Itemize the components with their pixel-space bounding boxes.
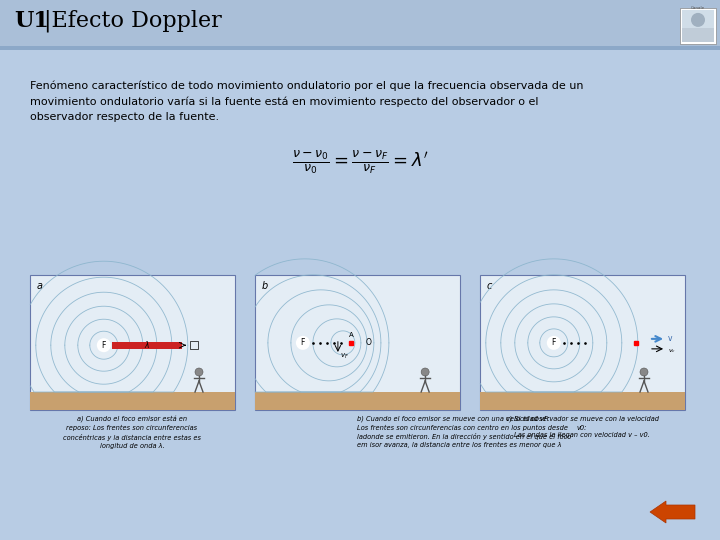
Text: |Efecto Doppler: |Efecto Doppler xyxy=(44,9,222,32)
Circle shape xyxy=(296,336,310,350)
Text: O: O xyxy=(366,339,372,347)
Bar xyxy=(480,392,685,410)
Bar xyxy=(0,46,720,50)
Text: F: F xyxy=(301,339,305,347)
Circle shape xyxy=(96,338,111,352)
Bar xyxy=(682,28,714,42)
Circle shape xyxy=(195,368,203,376)
Bar xyxy=(30,392,235,410)
Text: c: c xyxy=(487,281,492,291)
FancyArrow shape xyxy=(650,501,695,523)
Bar xyxy=(680,8,716,44)
Bar xyxy=(190,341,198,349)
Text: $\frac{\nu - \nu_0}{\nu_0} = \frac{\nu - \nu_F}{\nu_F} = \lambda'$: $\frac{\nu - \nu_0}{\nu_0} = \frac{\nu -… xyxy=(292,148,428,176)
Bar xyxy=(480,275,685,410)
Bar xyxy=(112,342,182,349)
Bar xyxy=(0,0,720,46)
Text: $v_c$: $v_c$ xyxy=(668,347,676,355)
Text: Canale: Canale xyxy=(691,6,705,10)
Text: Fenómeno característico de todo movimiento ondulatorio por el que la frecuencia : Fenómeno característico de todo movimien… xyxy=(30,80,583,122)
Text: U1: U1 xyxy=(14,10,49,32)
Text: $\lambda$: $\lambda$ xyxy=(144,339,150,350)
Text: A: A xyxy=(348,332,354,338)
Circle shape xyxy=(691,13,705,27)
Text: b: b xyxy=(262,281,269,291)
Text: c) Si el observador se mueve con la velocidad
v0:
Las ondas le llegan con veloci: c) Si el observador se mueve con la velo… xyxy=(505,416,659,438)
Text: F: F xyxy=(102,341,106,350)
Circle shape xyxy=(546,336,561,350)
Circle shape xyxy=(640,368,648,376)
Bar xyxy=(682,10,714,42)
Circle shape xyxy=(421,368,429,376)
Bar xyxy=(255,392,460,410)
Text: $v_F$: $v_F$ xyxy=(340,352,349,361)
Text: F: F xyxy=(552,339,556,347)
Text: a) Cuando el foco emisor está en
reposo: Los frentes son circunferencias
concént: a) Cuando el foco emisor está en reposo:… xyxy=(63,416,201,449)
Text: v: v xyxy=(668,334,672,343)
Bar xyxy=(255,275,460,410)
Bar xyxy=(30,275,235,410)
Text: a: a xyxy=(37,281,43,291)
Text: b) Cuando el foco emisor se mueve con una velocidad vF:
Los frentes son circunfe: b) Cuando el foco emisor se mueve con un… xyxy=(357,416,571,448)
